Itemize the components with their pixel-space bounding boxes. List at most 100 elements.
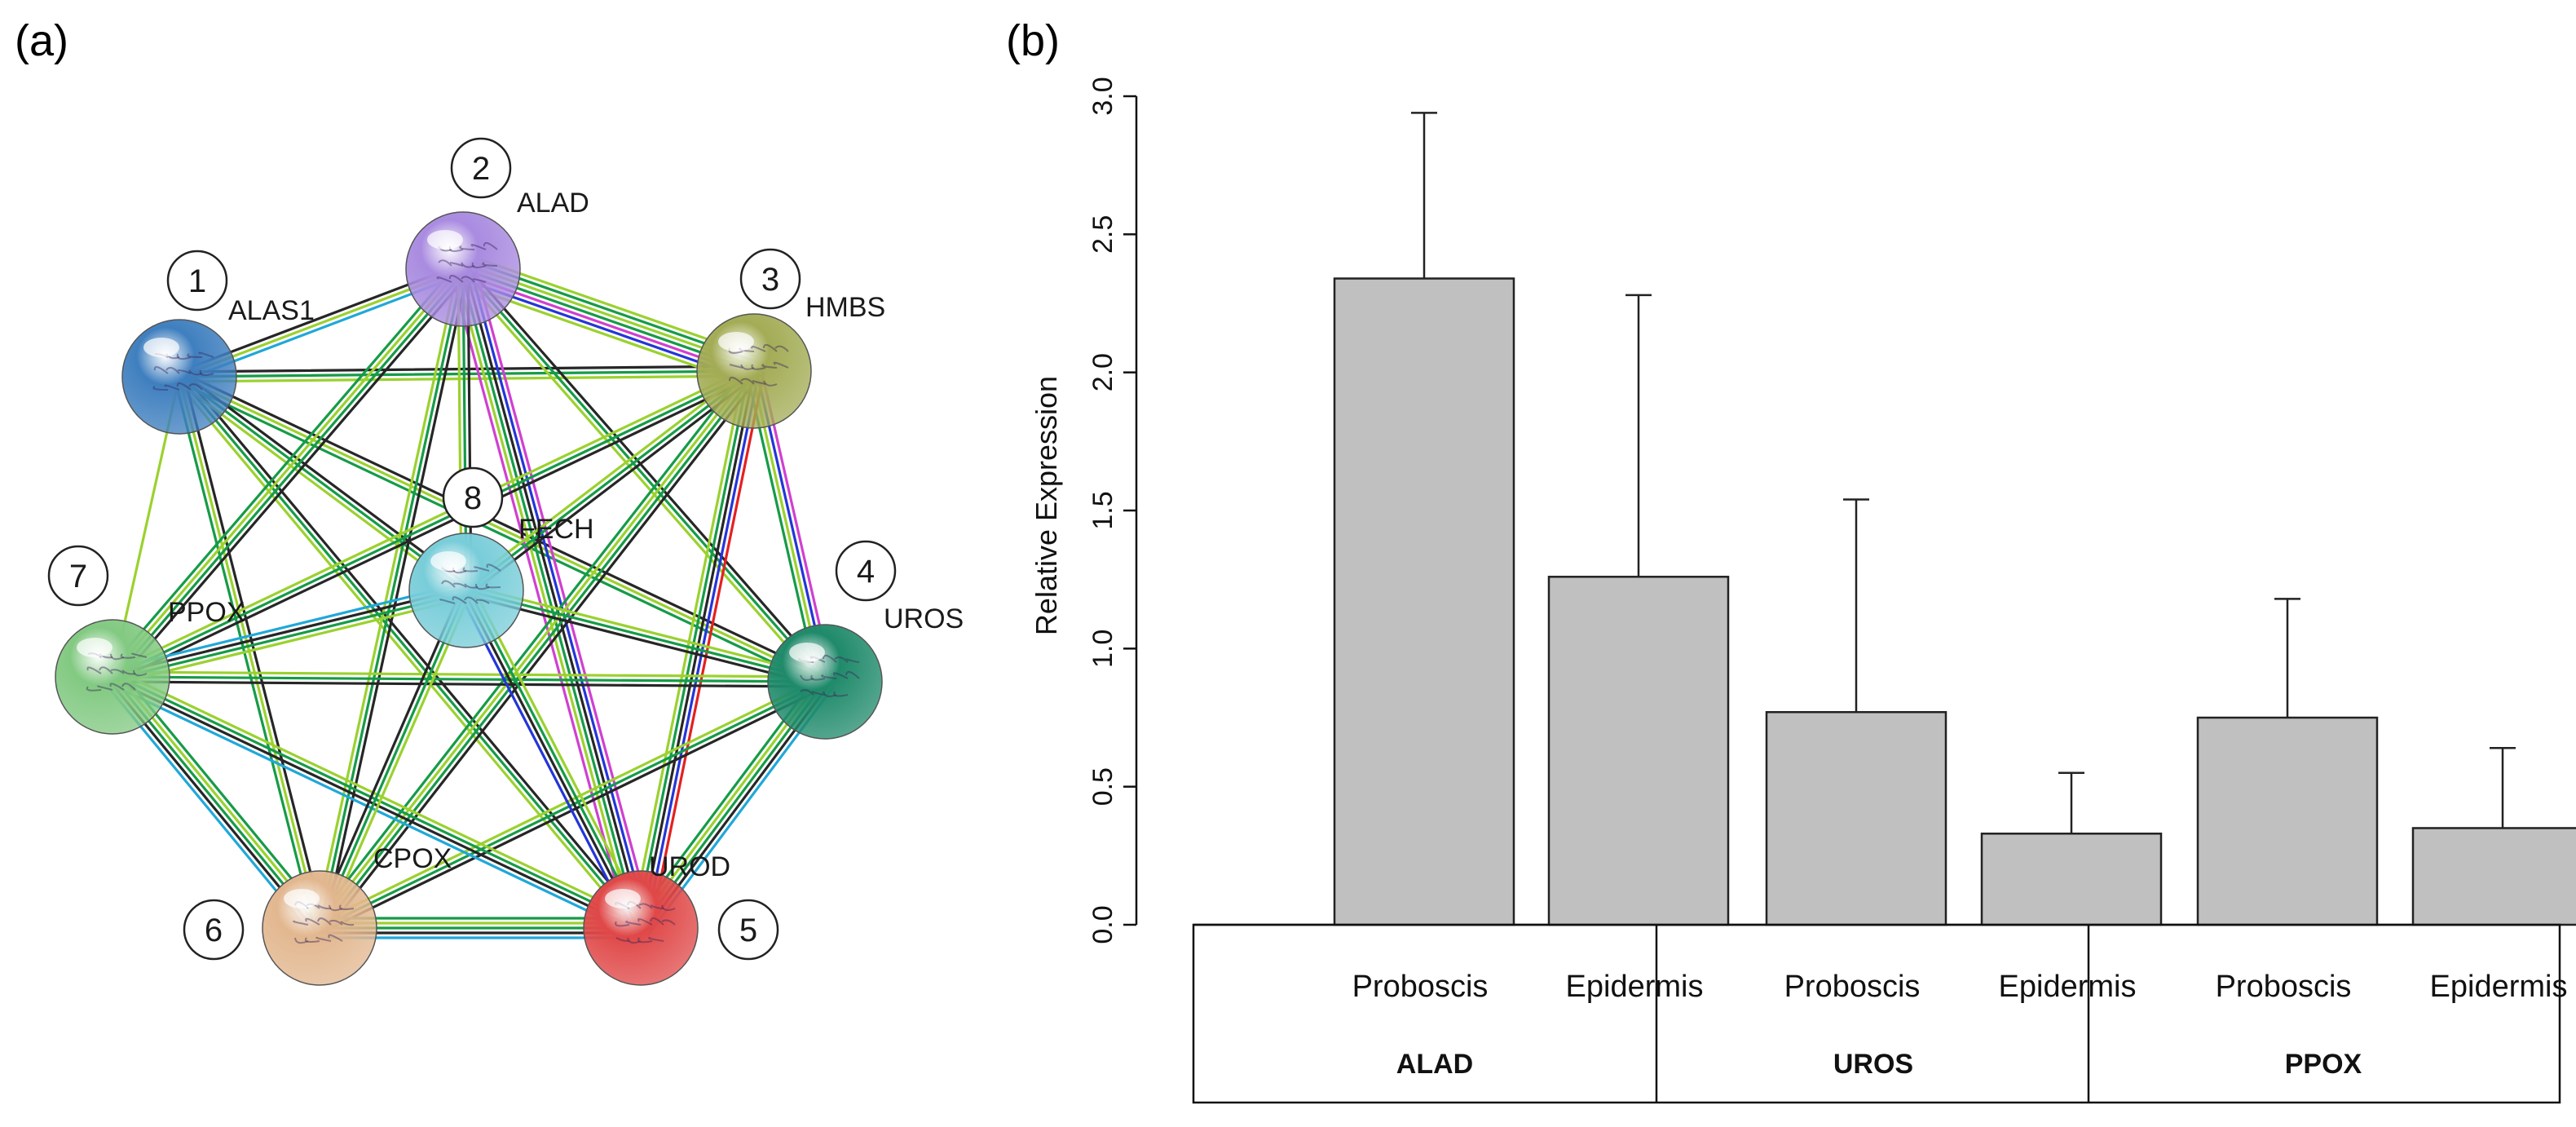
edge-line bbox=[324, 373, 761, 935]
edge-line bbox=[322, 590, 473, 931]
structure-mark bbox=[648, 937, 664, 942]
structure-mark bbox=[761, 364, 778, 369]
structure-mark bbox=[823, 654, 837, 663]
node-sphere[interactable] bbox=[262, 870, 377, 986]
node-label: UROD bbox=[649, 851, 730, 882]
structure-mark bbox=[638, 903, 653, 909]
network-nodes: ALAS1 1 ALAD 2 HMBS 3 UROS 4 UROD 5 CPOX 6 PPOX 7 FECH… bbox=[47, 137, 964, 986]
edge-line bbox=[465, 589, 827, 683]
structure-mark bbox=[317, 904, 332, 910]
structure-mark bbox=[133, 670, 148, 677]
node-highlight bbox=[284, 889, 320, 908]
edge-line bbox=[313, 267, 460, 929]
node-UROD[interactable]: UROD 5 bbox=[583, 851, 779, 986]
structure-mark bbox=[729, 376, 743, 385]
node-sphere[interactable] bbox=[408, 533, 524, 648]
node-highlight bbox=[143, 338, 179, 357]
structure-mark bbox=[109, 683, 125, 691]
structure-mark bbox=[438, 259, 452, 267]
edge-line bbox=[464, 267, 645, 929]
structure-mark bbox=[165, 366, 180, 374]
edge-line bbox=[465, 369, 756, 592]
structure-mark bbox=[199, 369, 214, 377]
bar-PPOX-Proboscis bbox=[2196, 716, 2379, 926]
edge-line bbox=[473, 264, 655, 926]
structure-mark bbox=[763, 380, 778, 387]
bars bbox=[1193, 277, 2576, 926]
edge-line bbox=[179, 370, 829, 679]
structure-mark bbox=[317, 917, 332, 926]
category-table: Proboscis Epidermis Proboscis Epidermis Prob… bbox=[1192, 923, 2568, 1104]
edge-line bbox=[178, 375, 321, 930]
node-number: 7 bbox=[69, 559, 87, 594]
node-sphere[interactable] bbox=[55, 619, 170, 735]
edge-line bbox=[318, 589, 468, 930]
node-sphere[interactable] bbox=[583, 870, 699, 986]
node-HMBS[interactable]: HMBS 3 bbox=[696, 248, 885, 429]
x-group-label: UROS bbox=[1833, 1049, 1913, 1080]
structure-mark bbox=[449, 262, 464, 267]
node-number: 1 bbox=[188, 263, 206, 299]
edge-UROD-PPOX bbox=[108, 669, 646, 936]
structure-mark bbox=[120, 653, 136, 659]
structure-mark bbox=[187, 353, 203, 359]
edge-line bbox=[471, 586, 649, 926]
x-category-label: Proboscis bbox=[1352, 970, 1489, 1004]
structure-mark bbox=[293, 920, 309, 926]
structure-mark bbox=[198, 351, 214, 358]
node-ALAS1[interactable]: ALAS1 1 bbox=[121, 250, 315, 435]
node-CPOX[interactable]: CPOX 6 bbox=[183, 843, 452, 986]
edge-line bbox=[105, 263, 459, 674]
edge-line bbox=[312, 365, 750, 926]
structure-mark bbox=[294, 937, 309, 944]
structure-mark bbox=[845, 670, 860, 679]
structure-mark bbox=[464, 596, 479, 604]
structure-mark bbox=[740, 364, 755, 370]
edge-line bbox=[459, 268, 640, 930]
edge-line bbox=[109, 581, 466, 671]
edge-line bbox=[108, 682, 639, 936]
edge-line bbox=[178, 365, 756, 373]
node-sphere[interactable] bbox=[405, 211, 521, 327]
edge-ALAS1-UROS bbox=[175, 370, 829, 688]
node-FECH[interactable]: FECH 8 bbox=[408, 466, 594, 648]
edge-line bbox=[318, 267, 465, 930]
structure-mark bbox=[615, 937, 630, 943]
node-number-badge bbox=[450, 137, 512, 199]
edge-line bbox=[114, 669, 646, 923]
edge-UROS-PPOX bbox=[111, 670, 827, 688]
structure-mark bbox=[774, 345, 789, 352]
node-ALAD[interactable]: ALAD 2 bbox=[405, 137, 589, 327]
panel-a-label: (a) bbox=[15, 16, 68, 65]
structure-mark bbox=[328, 934, 343, 942]
edge-line bbox=[111, 369, 756, 678]
bar-ALAD-Proboscis bbox=[1333, 277, 1515, 926]
node-number-badge bbox=[717, 899, 779, 961]
edge-HMBS-FECH bbox=[461, 365, 759, 596]
structure-mark bbox=[121, 683, 136, 691]
edge-line bbox=[461, 267, 827, 683]
edge-ALAS1-UROD bbox=[174, 372, 646, 933]
node-sphere[interactable] bbox=[767, 624, 883, 740]
edge-line bbox=[462, 590, 640, 930]
edge-ALAS1-HMBS bbox=[178, 365, 756, 383]
structure-mark bbox=[461, 276, 475, 283]
error-bars bbox=[1411, 112, 2516, 834]
x-category-label: Epidermis bbox=[2430, 970, 2568, 1004]
node-number-badge bbox=[835, 540, 897, 602]
edge-line bbox=[316, 368, 754, 928]
structure-mark bbox=[462, 567, 479, 572]
node-sphere[interactable] bbox=[696, 313, 812, 429]
structure-mark bbox=[110, 653, 125, 661]
structure-mark bbox=[188, 382, 203, 391]
edge-UROD-FECH bbox=[458, 586, 649, 933]
node-highlight bbox=[789, 643, 825, 662]
node-sphere[interactable] bbox=[121, 319, 237, 435]
structure-mark bbox=[110, 669, 125, 674]
node-UROS[interactable]: UROS 4 bbox=[767, 540, 964, 740]
edge-line bbox=[111, 670, 827, 678]
edge-line bbox=[469, 266, 650, 928]
y-axis: 0.0 0.5 1.0 1.5 2.0 2.5 3.0 bbox=[1087, 77, 1138, 944]
edge-line bbox=[109, 266, 463, 677]
node-PPOX[interactable]: PPOX 7 bbox=[47, 545, 245, 735]
